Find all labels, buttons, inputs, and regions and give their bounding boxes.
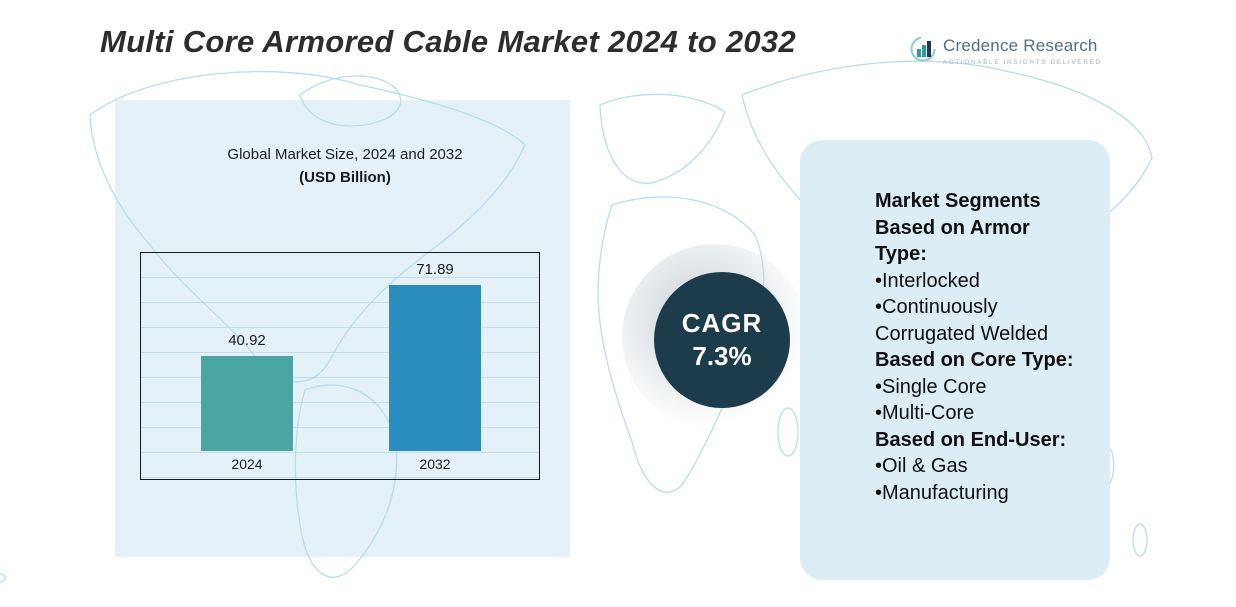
segment-item: Corrugated Welded (875, 322, 1049, 345)
chart-title: Global Market Size, 2024 and 2032 (227, 146, 463, 163)
credence-research-logo: Credence Research Actionable Insights De… (910, 36, 1102, 66)
market-segments-list: Market Segments Based on Armor Type: •In… (875, 188, 1110, 506)
bar-chart: 40.92 71.89 2024 2032 (140, 252, 540, 480)
chart-title-block: Global Market Size, 2024 and 2032 (USD B… (145, 146, 545, 186)
cagr-badge: CAGR 7.3% (654, 272, 790, 408)
cagr-value: 7.3% (692, 341, 752, 371)
x-axis-label-2032: 2032 (419, 456, 451, 472)
segment-item: •Interlocked (875, 269, 980, 292)
segment-item: •Oil & Gas (875, 455, 968, 477)
market-segments-panel (800, 140, 1110, 580)
logo-name: Credence Research (943, 36, 1098, 55)
segment-heading: Based on Armor (875, 216, 1030, 239)
logo-bar-chart-icon (910, 36, 936, 62)
segment-heading: Based on Core Type: (875, 349, 1074, 371)
bar-2032-value-label: 71.89 (416, 261, 454, 278)
segment-heading: Based on End-User: (875, 428, 1067, 451)
segment-item: •Manufacturing (875, 481, 1009, 504)
segment-heading: Market Segments (875, 190, 1041, 212)
bar-2024-value-label: 40.92 (228, 332, 266, 349)
cagr-label: CAGR (681, 308, 763, 338)
segment-item: •Single Core (875, 375, 987, 398)
logo-tagline: Actionable Insights Delivered (943, 59, 1102, 66)
segment-heading: Type: (875, 243, 927, 265)
logo-text: Credence Research Actionable Insights De… (943, 36, 1102, 66)
page-title: Multi Core Armored Cable Market 2024 to … (100, 24, 797, 59)
bar-2032: 71.89 (389, 261, 481, 451)
chart-subtitle: (USD Billion) (299, 169, 391, 186)
x-axis-label-2024: 2024 (231, 456, 263, 472)
segment-item: •Continuously (875, 296, 998, 318)
segment-item: •Multi-Core (875, 402, 975, 424)
bar-2024: 40.92 (201, 332, 293, 451)
